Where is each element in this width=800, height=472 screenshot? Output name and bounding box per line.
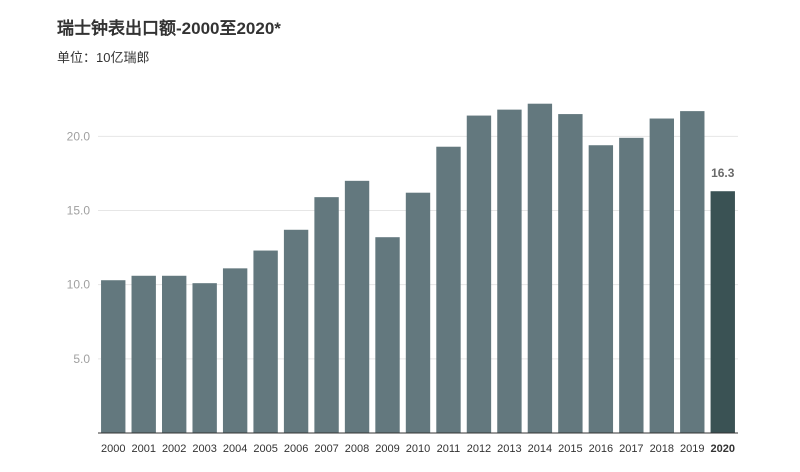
x-tick-label: 2016 xyxy=(589,443,613,455)
bar-2016 xyxy=(588,145,614,434)
x-tick-label: 2011 xyxy=(437,443,461,455)
bar-2002 xyxy=(162,275,187,433)
bar-2009 xyxy=(375,237,400,433)
bar-2006 xyxy=(283,229,309,433)
x-tick-label: 2001 xyxy=(131,443,155,455)
x-tick-label: 2003 xyxy=(192,443,216,455)
x-tick-label: 2009 xyxy=(375,443,399,455)
bar-2010 xyxy=(405,192,431,433)
x-tick-label: 2020 xyxy=(711,443,735,455)
x-tick-label: 2017 xyxy=(619,443,643,455)
x-tick-label: 2018 xyxy=(650,443,674,455)
bar-2007 xyxy=(314,197,339,433)
y-tick-label: 5.0 xyxy=(73,352,90,366)
x-tick-label: 2000 xyxy=(101,443,125,455)
x-tick-label: 2002 xyxy=(162,443,186,455)
bar-2013 xyxy=(497,109,522,433)
chart-title: 瑞士钟表出口额-2000至2020* xyxy=(57,19,281,38)
y-tick-label: 15.0 xyxy=(67,204,91,218)
bar-2005 xyxy=(253,250,278,433)
x-tick-label: 2005 xyxy=(253,443,277,455)
bar-2001 xyxy=(131,275,156,433)
chart-subtitle: 单位：10亿瑞郎 xyxy=(57,50,150,65)
bar-2017 xyxy=(619,137,644,433)
x-tick-label: 2015 xyxy=(558,443,582,455)
bar-2011 xyxy=(436,146,461,433)
bar-2018 xyxy=(649,118,674,433)
x-tick-label: 2013 xyxy=(497,443,521,455)
x-tick-label: 2010 xyxy=(406,443,430,455)
bar-2012 xyxy=(466,115,492,433)
bar-2008 xyxy=(344,180,370,433)
bar-2014 xyxy=(527,103,553,433)
bar-2019 xyxy=(680,111,705,434)
bar-2000 xyxy=(101,280,126,433)
data-label-2020: 16.3 xyxy=(711,166,735,180)
x-tick-label: 2014 xyxy=(528,443,552,455)
x-tick-label: 2007 xyxy=(314,443,338,455)
bar-2004 xyxy=(222,268,248,433)
y-tick-label: 20.0 xyxy=(67,129,91,143)
x-tick-label: 2004 xyxy=(223,443,247,455)
bar-2020 xyxy=(710,191,735,433)
y-tick-label: 10.0 xyxy=(67,278,91,292)
x-tick-label: 2012 xyxy=(467,443,491,455)
x-tick-label: 2006 xyxy=(284,443,308,455)
x-tick-label: 2008 xyxy=(345,443,369,455)
x-tick-label: 2019 xyxy=(680,443,704,455)
bar-2015 xyxy=(558,114,583,433)
bar-2003 xyxy=(192,283,217,433)
